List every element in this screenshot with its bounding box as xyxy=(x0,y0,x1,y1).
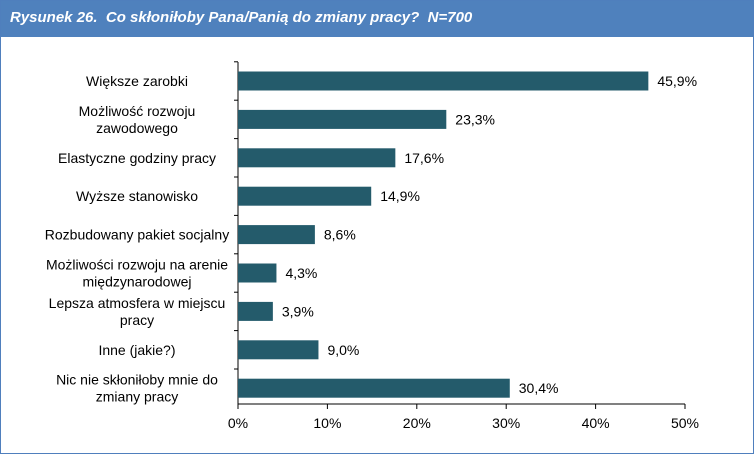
category-label: Inne (jakie?) xyxy=(98,342,175,358)
category-label: Wyższe stanowisko xyxy=(76,188,198,204)
x-tick-label: 10% xyxy=(313,415,341,431)
bar xyxy=(238,263,277,283)
value-label: 17,6% xyxy=(404,150,444,166)
value-label: 30,4% xyxy=(519,380,559,396)
value-label: 3,9% xyxy=(282,303,314,319)
value-label: 9,0% xyxy=(327,342,359,358)
chart-title: Rysunek 26. Co skłoniłoby Pana/Panią do … xyxy=(10,9,473,26)
bar xyxy=(238,148,396,168)
bar xyxy=(238,378,510,398)
value-label: 4,3% xyxy=(285,265,317,281)
category-label: Elastyczne godziny pracy xyxy=(58,150,216,166)
category-label: Możliwości rozwoju na arenie międzynarodo… xyxy=(46,257,228,290)
x-tick-label: 30% xyxy=(492,415,520,431)
x-tick-label: 20% xyxy=(403,415,431,431)
x-tick-label: 50% xyxy=(671,415,699,431)
bar xyxy=(238,225,315,245)
bar xyxy=(238,109,447,129)
value-label: 45,9% xyxy=(657,73,697,89)
value-label: 8,6% xyxy=(324,227,356,243)
category-label: Większe zarobki xyxy=(86,73,188,89)
category-label: Możliwość rozwoju zawodowego xyxy=(79,103,196,136)
bar xyxy=(238,340,319,360)
value-label: 14,9% xyxy=(380,188,420,204)
x-tick-label: 40% xyxy=(582,415,610,431)
category-label: Rozbudowany pakiet socjalny xyxy=(45,227,229,243)
category-label: Nic nie skłoniłoby mnie do zmiany pracy xyxy=(56,372,218,405)
bar xyxy=(238,186,372,206)
category-label: Lepsza atmosfera w miejscu pracy xyxy=(49,295,226,328)
title-bar: Rysunek 26. Co skłoniłoby Pana/Panią do … xyxy=(1,1,753,37)
bar xyxy=(238,301,273,321)
x-tick-label: 0% xyxy=(228,415,248,431)
value-label: 23,3% xyxy=(455,111,495,127)
bar xyxy=(238,71,649,91)
